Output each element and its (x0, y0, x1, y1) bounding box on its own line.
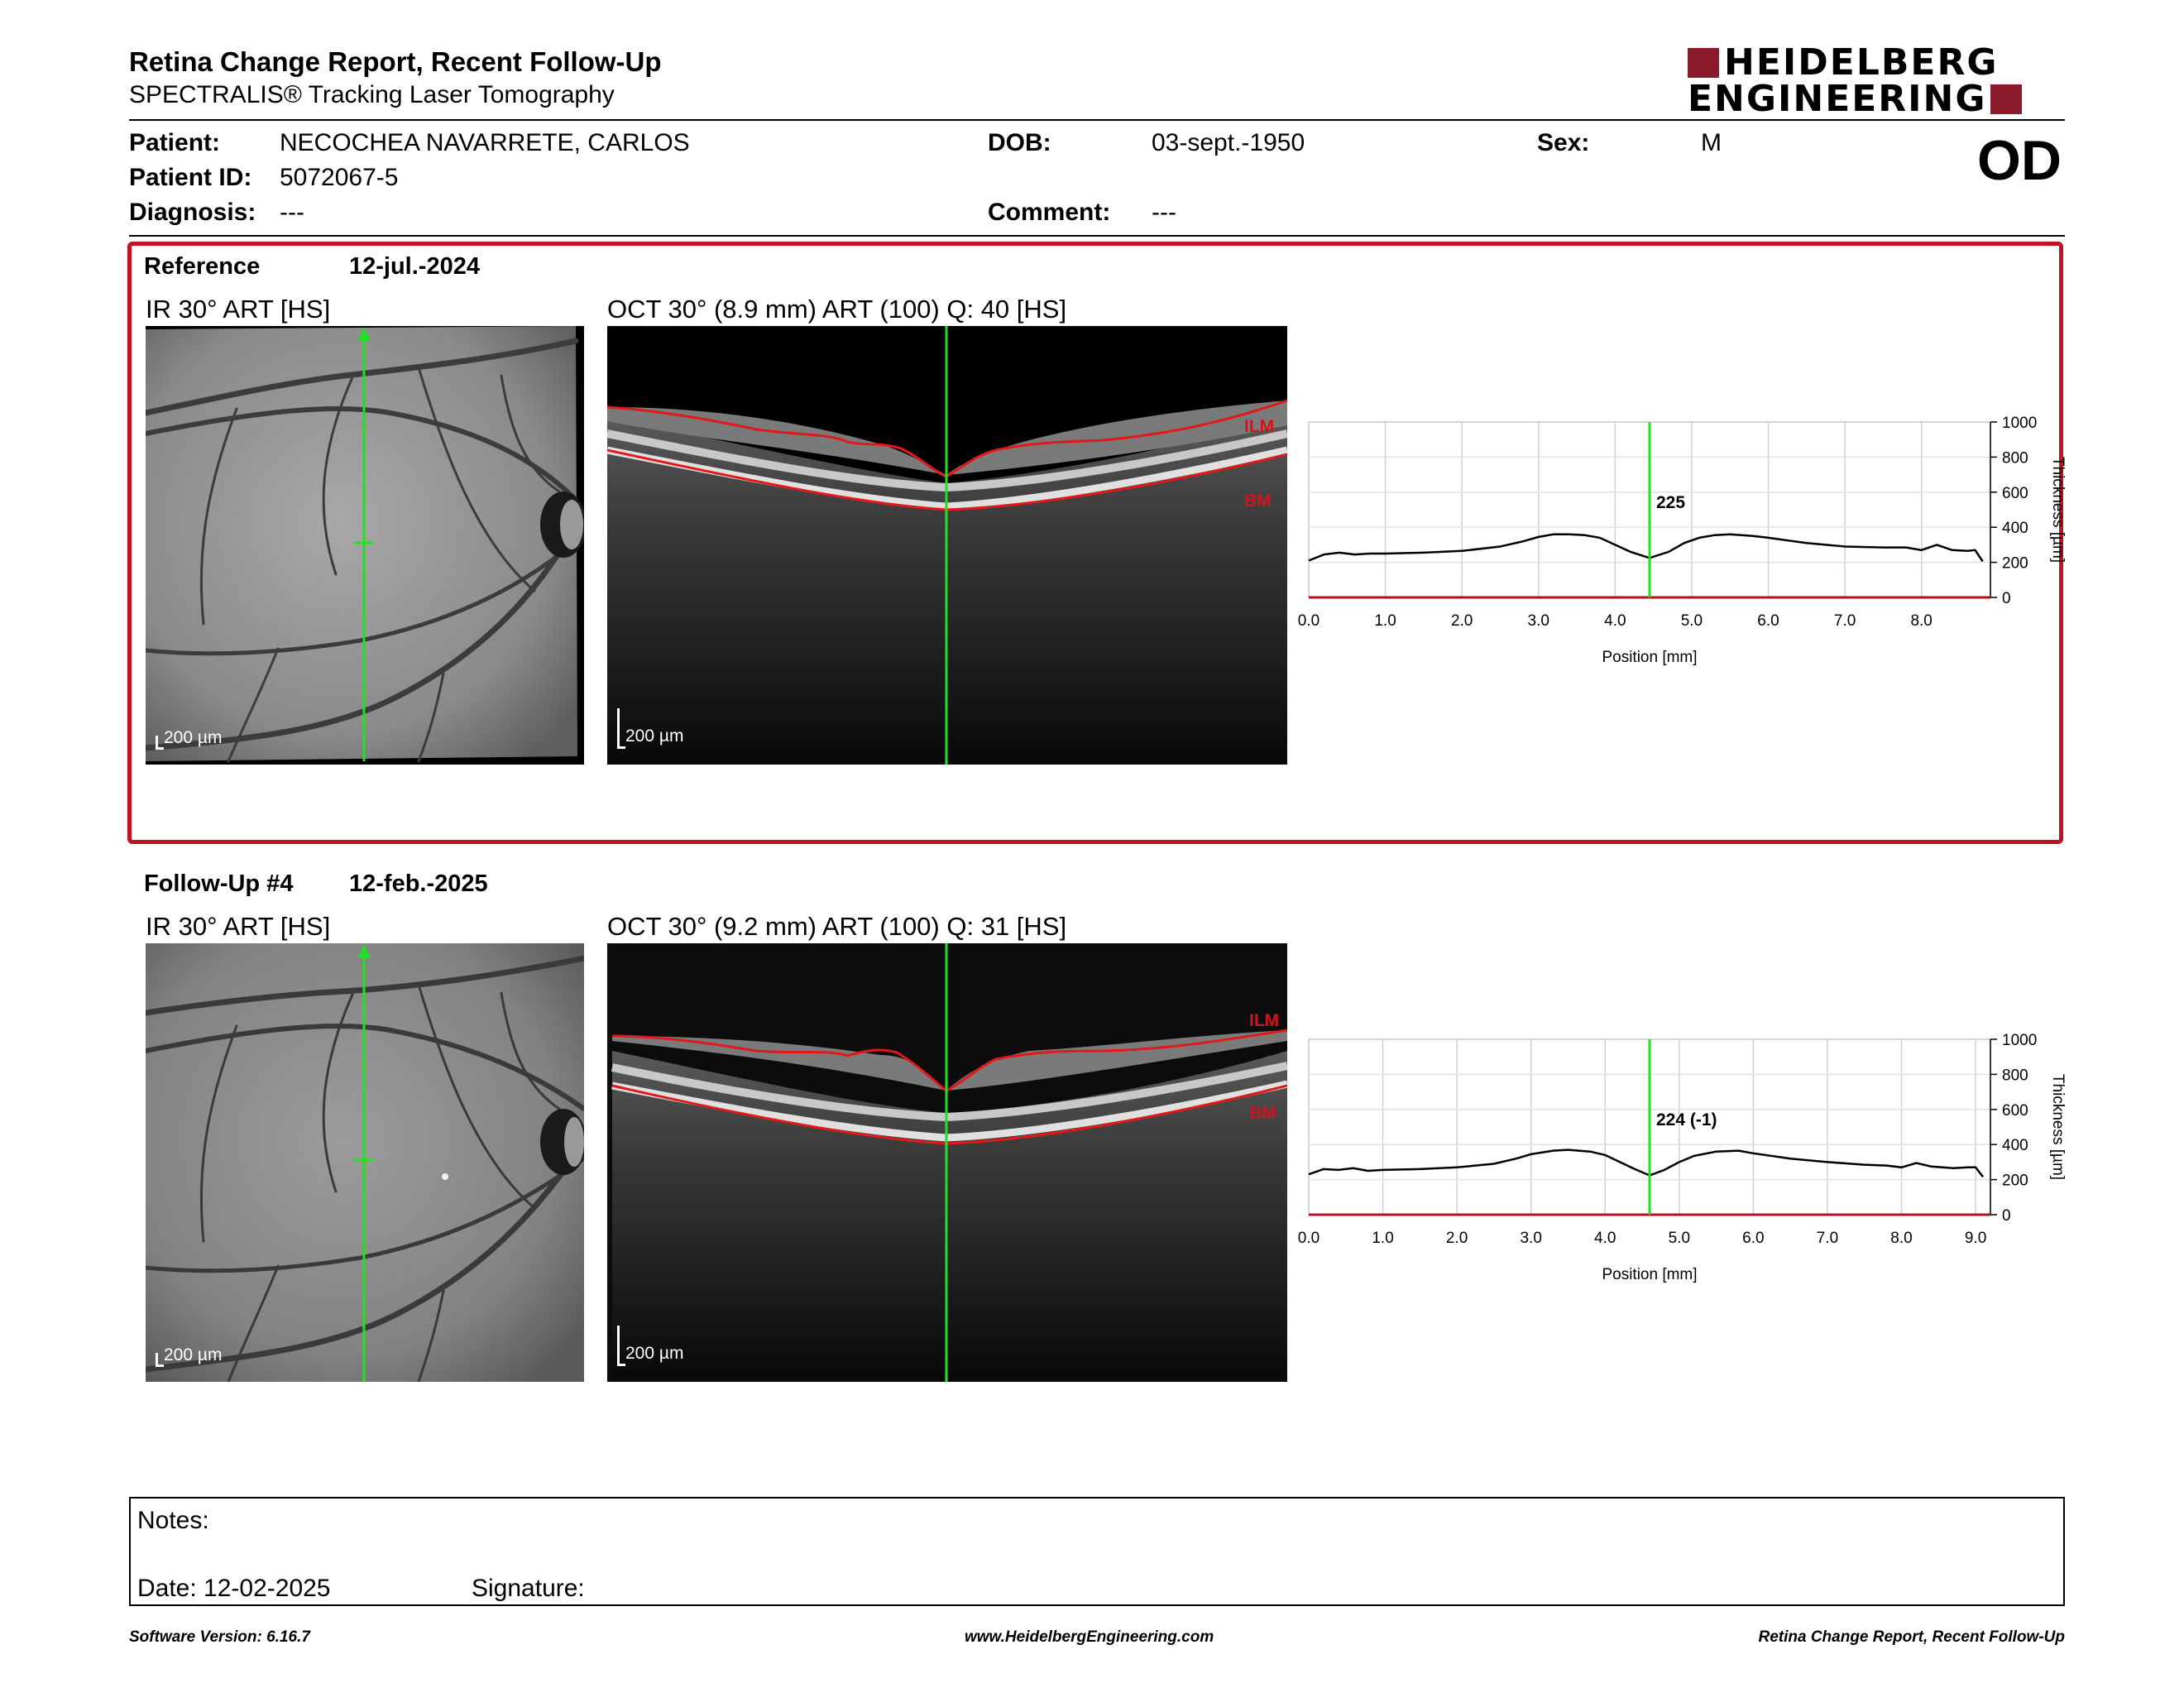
footer-website[interactable]: www.HeidelbergEngineering.com (965, 1628, 1214, 1646)
chart-y-tick-label: 400 (2002, 1137, 2028, 1154)
chart-marker-label: 224 (-1) (1656, 1110, 1717, 1129)
reference-oct-image: ILM BM 200 µm (607, 326, 1287, 765)
chart-y-tick-label: 600 (2002, 485, 2028, 502)
chart-x-tick-label: 3.0 (1520, 1230, 1541, 1247)
chart-y-tick-label: 1000 (2002, 415, 2037, 432)
chart-x-tick-label: 4.0 (1604, 612, 1626, 630)
chart-x-tick-label: 6.0 (1742, 1230, 1764, 1247)
chart-x-tick-label: 8.0 (1890, 1230, 1912, 1247)
dob-label: DOB: (988, 129, 1051, 156)
followup-ir-scale: 200 µm (164, 1345, 223, 1364)
chart-x-tick-label: 5.0 (1669, 1230, 1690, 1247)
patient-divider (129, 235, 2065, 237)
footer-report-name: Retina Change Report, Recent Follow-Up (1758, 1628, 2065, 1646)
chart-x-tick-label: 6.0 (1757, 612, 1779, 630)
diagnosis-value: --- (280, 199, 304, 226)
dob-value: 03-sept.-1950 (1152, 129, 1305, 156)
diagnosis-label: Diagnosis: (129, 199, 256, 226)
reference-thickness-chart: 0.0 1.0 2.0 3.0 4.0 5.0 6.0 7.0 8.0 0 200 400 600 800… (1298, 415, 2067, 666)
chart-marker-label: 225 (1656, 493, 1685, 512)
sex-value: M (1701, 129, 1722, 156)
chart-y-tick-label: 400 (2002, 520, 2028, 537)
footer-software-version: Software Version: 6.16.7 (129, 1628, 310, 1646)
reference-label: Reference (144, 253, 261, 280)
reference-oct-caption: OCT 30° (8.9 mm) ART (100) Q: 40 [HS] (607, 295, 1067, 324)
chart-x-tick-label: 3.0 (1528, 612, 1549, 630)
reference-ir-image: 200 µm (146, 326, 584, 765)
chart-x-tick-label: 2.0 (1446, 1230, 1468, 1247)
followup-thickness-chart: 0.0 1.0 2.0 3.0 4.0 5.0 6.0 7.0 8.0 9.0 0 200 400 600… (1298, 1032, 2067, 1283)
chart-x-tick-label: 0.0 (1298, 1230, 1320, 1247)
sex-label: Sex: (1537, 129, 1590, 156)
notes-date: Date: 12-02-2025 (137, 1575, 331, 1602)
followup-bm-label: BM (1249, 1104, 1276, 1123)
chart-y-tick-label: 1000 (2002, 1032, 2037, 1049)
chart-x-tick-label: 8.0 (1910, 612, 1932, 630)
followup-oct-scale: 200 µm (625, 1344, 684, 1363)
followup-oct-image: ILM BM 200 µm (607, 943, 1287, 1382)
logo-square-icon (1688, 48, 1719, 78)
logo-line-1: HEIDELBERG (1724, 41, 1999, 84)
followup-date: 12-feb.-2025 (349, 870, 488, 897)
chart-y-tick-label: 0 (2002, 590, 2011, 607)
chart-x-tick-label: 2.0 (1451, 612, 1473, 630)
patient-name: NECOCHEA NAVARRETE, CARLOS (280, 129, 690, 156)
reference-oct-scale: 200 µm (625, 727, 684, 746)
chart-x-tick-label: 5.0 (1681, 612, 1703, 630)
logo-square-icon (1990, 84, 2022, 114)
comment-value: --- (1152, 199, 1176, 226)
patient-label: Patient: (129, 129, 221, 156)
reference-ir-scale: 200 µm (164, 728, 223, 747)
notes-box: Notes: Date: 12-02-2025 Signature: (129, 1497, 2065, 1606)
chart-y-tick-label: 800 (2002, 1067, 2028, 1084)
chart-x-tick-label: 9.0 (1965, 1230, 1986, 1247)
chart-x-tick-label: 0.0 (1298, 612, 1320, 630)
reference-ilm-label: ILM (1244, 417, 1275, 436)
report-title: Retina Change Report, Recent Follow-Up (129, 46, 662, 77)
chart-y-tick-label: 600 (2002, 1102, 2028, 1120)
reference-bm-label: BM (1244, 492, 1272, 511)
comment-label: Comment: (988, 199, 1111, 226)
chart-y-axis-label: Thickness [µm] (2049, 457, 2067, 563)
followup-ir-image: 200 µm (146, 943, 584, 1382)
report-subtitle: SPECTRALIS® Tracking Laser Tomography (129, 81, 615, 108)
patient-id: 5072067-5 (280, 164, 399, 191)
followup-label: Follow-Up #4 (144, 870, 294, 897)
reference-ir-caption: IR 30° ART [HS] (146, 295, 331, 324)
chart-x-axis-label: Position [mm] (1602, 1266, 1697, 1283)
notes-label: Notes: (137, 1507, 209, 1534)
chart-x-tick-label: 7.0 (1834, 612, 1856, 630)
chart-x-axis-label: Position [mm] (1602, 649, 1697, 666)
followup-oct-caption: OCT 30° (9.2 mm) ART (100) Q: 31 [HS] (607, 912, 1067, 941)
reference-date: 12-jul.-2024 (349, 253, 480, 280)
chart-y-tick-label: 0 (2002, 1207, 2011, 1225)
followup-ir-caption: IR 30° ART [HS] (146, 912, 331, 941)
followup-ilm-label: ILM (1249, 1011, 1280, 1030)
logo-line-2: ENGINEERING (1688, 78, 1987, 120)
reference-box (127, 242, 2063, 844)
chart-y-tick-label: 200 (2002, 555, 2028, 573)
header-divider (129, 119, 2065, 121)
chart-x-tick-label: 1.0 (1372, 1230, 1393, 1247)
eye-indicator: OD (1977, 129, 2062, 192)
chart-x-tick-label: 4.0 (1594, 1230, 1616, 1247)
chart-y-tick-label: 800 (2002, 449, 2028, 467)
chart-y-axis-label: Thickness [µm] (2049, 1074, 2067, 1180)
chart-x-tick-label: 1.0 (1374, 612, 1396, 630)
chart-x-tick-label: 7.0 (1817, 1230, 1838, 1247)
signature-label: Signature: (472, 1575, 585, 1602)
patient-id-label: Patient ID: (129, 164, 252, 191)
chart-y-tick-label: 200 (2002, 1172, 2028, 1190)
